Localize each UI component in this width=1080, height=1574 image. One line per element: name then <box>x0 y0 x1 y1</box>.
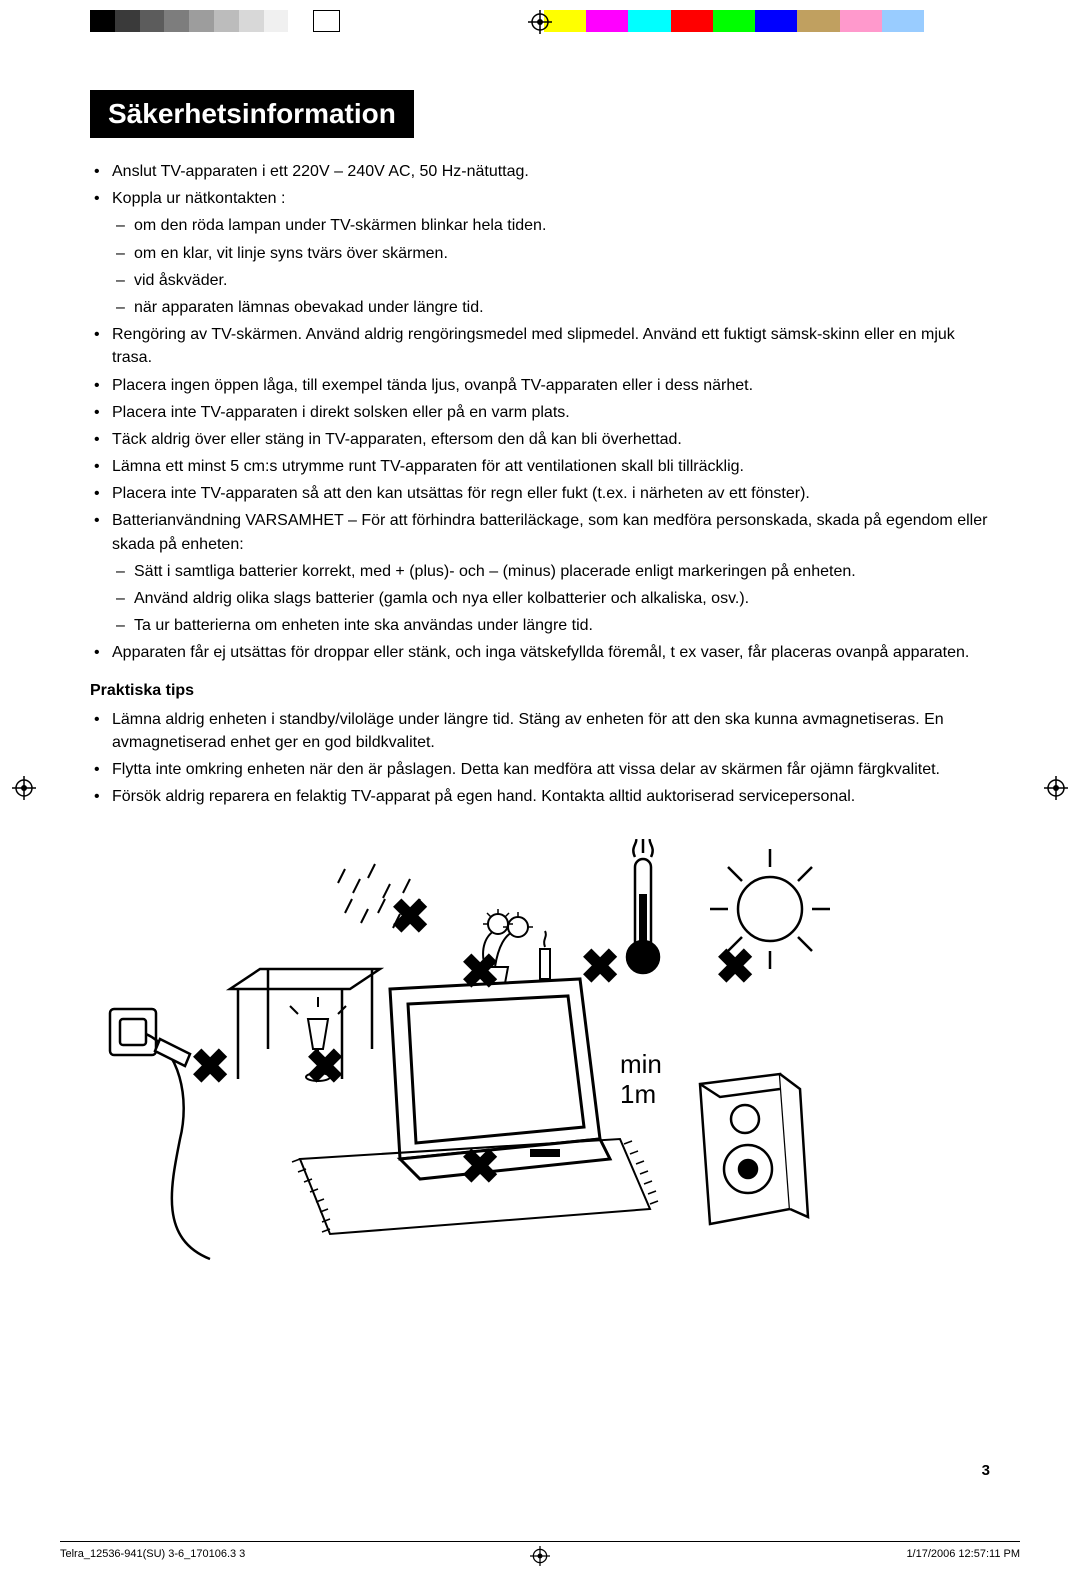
color-swatch <box>239 10 264 32</box>
color-bar-left <box>90 10 340 32</box>
page-content: Säkerhetsinformation Anslut TV-apparaten… <box>90 90 990 1279</box>
color-swatch <box>755 10 797 32</box>
prohibition-x-icon: ✖ <box>390 889 430 945</box>
color-swatch <box>264 10 289 32</box>
min-distance-label-2: 1m <box>620 1079 656 1110</box>
color-bar-right <box>544 10 924 32</box>
registration-mark-bottom <box>530 1546 550 1569</box>
prohibition-x-icon: ✖ <box>305 1039 345 1095</box>
bullet: Placera inte TV-apparaten i direkt solsk… <box>112 401 990 424</box>
color-swatch <box>189 10 214 32</box>
bullet: Apparaten får ej utsättas för droppar el… <box>112 641 990 664</box>
color-swatch <box>90 10 115 32</box>
bullet: Lämna aldrig enheten i standby/viloläge … <box>112 708 990 754</box>
color-swatch <box>882 10 924 32</box>
bullet: Lämna ett minst 5 cm:s utrymme runt TV-a… <box>112 455 990 478</box>
page-title: Säkerhetsinformation <box>90 90 414 138</box>
prohibition-x-icon: ✖ <box>460 944 500 1000</box>
footer-timestamp: 1/17/2006 12:57:11 PM <box>906 1548 1020 1560</box>
color-swatch <box>288 10 313 32</box>
color-swatch <box>713 10 755 32</box>
prohibition-x-icon: ✖ <box>580 939 620 995</box>
print-footer: Telra_12536-941(SU) 3-6_170106.3 3 1/17/… <box>60 1541 1020 1560</box>
color-swatch <box>214 10 239 32</box>
footer-file-info: Telra_12536-941(SU) 3-6_170106.3 3 <box>60 1548 245 1560</box>
page-number: 3 <box>982 1462 990 1479</box>
tips-heading: Praktiska tips <box>90 679 990 702</box>
color-swatch <box>164 10 189 32</box>
body-text: Anslut TV-apparaten i ett 220V – 240V AC… <box>90 160 990 809</box>
prohibition-x-icon: ✖ <box>715 939 755 995</box>
color-swatch <box>586 10 628 32</box>
bullet: Flytta inte omkring enheten när den är p… <box>112 758 990 781</box>
bullet: Försök aldrig reparera en felaktig TV-ap… <box>112 785 990 808</box>
sub-bullet: om den röda lampan under TV-skärmen blin… <box>134 214 990 237</box>
bullet: Koppla ur nätkontakten : <box>112 187 990 210</box>
bullet: Placera inte TV-apparaten så att den kan… <box>112 482 990 505</box>
color-swatch <box>840 10 882 32</box>
bullet: Täck aldrig över eller stäng in TV-appar… <box>112 428 990 451</box>
color-swatch <box>671 10 713 32</box>
bullet: Batterianvändning VARSAMHET – För att fö… <box>112 509 990 555</box>
sub-bullet: vid åskväder. <box>134 269 990 292</box>
prohibition-x-icon: ✖ <box>190 1039 230 1095</box>
sub-bullet: Använd aldrig olika slags batterier (gam… <box>134 587 990 610</box>
color-swatch <box>628 10 670 32</box>
registration-mark-top <box>528 10 552 34</box>
color-swatch <box>140 10 165 32</box>
sub-bullet: Ta ur batterierna om enheten inte ska an… <box>134 614 990 637</box>
bullet: Anslut TV-apparaten i ett 220V – 240V AC… <box>112 160 990 183</box>
prohibition-x-icon: ✖ <box>460 1139 500 1195</box>
color-swatch <box>797 10 839 32</box>
color-swatch <box>313 10 340 32</box>
min-distance-label-1: min <box>620 1049 662 1080</box>
sub-bullet: när apparaten lämnas obevakad under läng… <box>134 296 990 319</box>
bullet: Placera ingen öppen låga, till exempel t… <box>112 374 990 397</box>
safety-illustration: ✖ ✖ ✖ ✖ ✖ ✖ ✖ min 1m <box>90 839 990 1279</box>
sub-bullet: om en klar, vit linje syns tvärs över sk… <box>134 242 990 265</box>
sub-bullet: Sätt i samtliga batterier korrekt, med +… <box>134 560 990 583</box>
bullet: Rengöring av TV-skärmen. Använd aldrig r… <box>112 323 990 369</box>
color-swatch <box>115 10 140 32</box>
registration-mark-right <box>1044 776 1068 800</box>
registration-mark-left <box>12 776 36 800</box>
